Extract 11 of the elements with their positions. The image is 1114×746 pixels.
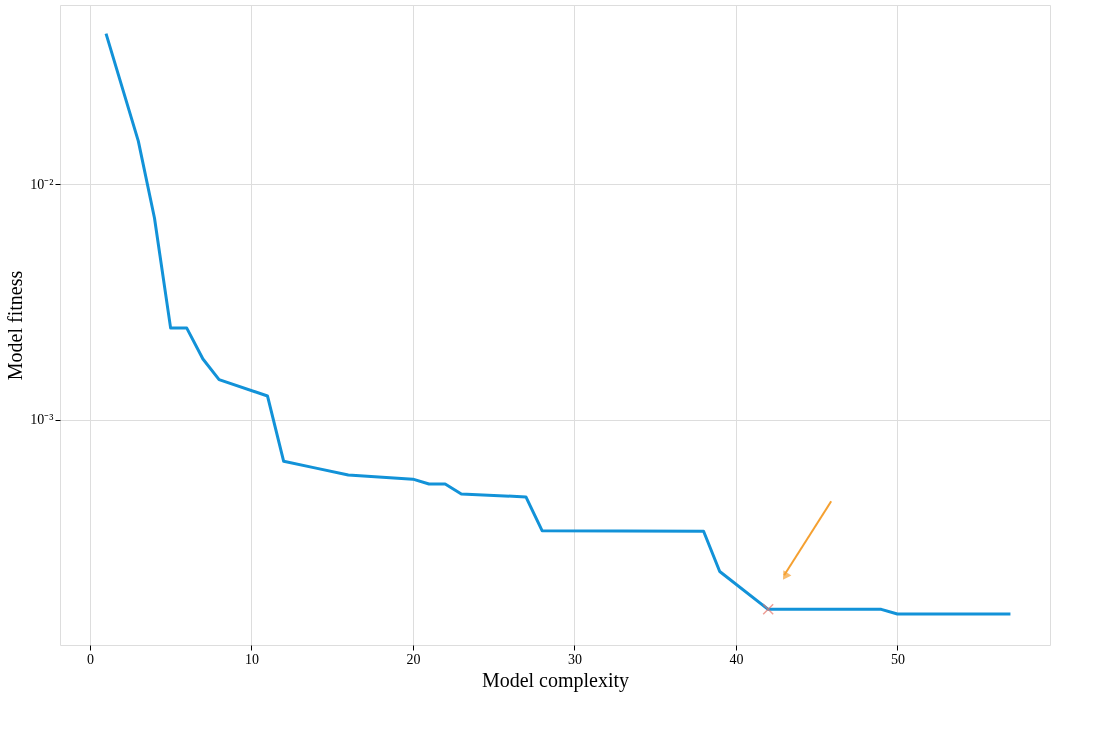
x-tick-label: 50 xyxy=(890,651,905,667)
line-series xyxy=(104,32,1012,616)
y-tick-label: 10⁻³ xyxy=(30,412,54,428)
x-axis-title: Model complexity xyxy=(481,668,630,692)
x-tick-label: 10 xyxy=(244,651,259,667)
y-axis-title: Model fitness xyxy=(4,270,27,381)
x-tick-label: 20 xyxy=(406,651,421,667)
x-tick-label: 30 xyxy=(567,651,582,667)
x-tick-label: 40 xyxy=(729,651,744,667)
x-tick-label: 0 xyxy=(86,651,94,667)
y-tick-label: 10⁻² xyxy=(30,177,54,192)
